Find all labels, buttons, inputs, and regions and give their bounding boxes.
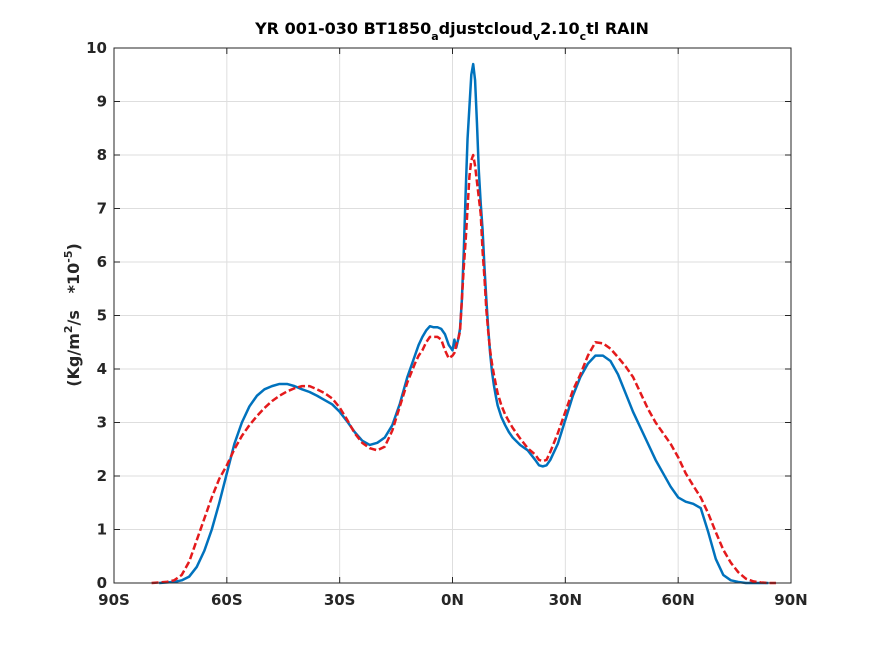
title-segment: djustcloud	[439, 19, 533, 38]
series-line-1	[159, 62, 769, 585]
chart-title: YR 001-030 BT1850adjustcloudv2.10ctl RAI…	[254, 19, 649, 43]
series-line-2	[151, 153, 776, 585]
ylabel-segment: /s *10	[64, 263, 83, 326]
y-tick-label: 7	[97, 200, 107, 218]
y-tick-label: 5	[97, 307, 107, 325]
ylabel-superscript: -5	[62, 251, 75, 263]
x-tick-label: 60S	[211, 591, 243, 609]
title-segment: tl RAIN	[586, 19, 649, 38]
x-tick-label: 30S	[324, 591, 356, 609]
title-subscript: v	[533, 30, 541, 43]
ylabel-segment: )	[64, 243, 83, 250]
y-tick-label: 8	[97, 146, 107, 164]
y-tick-label: 4	[97, 360, 107, 378]
y-axis-label: (Kg/m2/s *10-5)	[62, 243, 83, 387]
y-tick-label: 9	[97, 93, 107, 111]
title-subscript: c	[580, 30, 587, 43]
y-tick-label: 2	[97, 467, 107, 485]
axis-ticks: 90S 60S 30S 0N 30N 60N 90N 0 1 2 3 4 5 6 7 8 9 10	[86, 39, 808, 609]
x-tick-label: 0N	[441, 591, 464, 609]
x-tick-label: 60N	[661, 591, 694, 609]
x-tick-label: 30N	[549, 591, 582, 609]
x-tick-label: 90N	[774, 591, 807, 609]
title-segment: YR 001-030 BT1850	[254, 19, 431, 38]
y-tick-label: 1	[97, 521, 107, 539]
x-tick-label: 90S	[98, 591, 130, 609]
y-tick-label: 0	[97, 574, 107, 592]
ylabel-segment: (Kg/m	[64, 333, 83, 387]
y-tick-label: 6	[97, 253, 107, 271]
data-series	[151, 62, 776, 585]
title-subscript: a	[431, 30, 438, 43]
title-segment: 2.10	[540, 19, 579, 38]
y-tick-label: 3	[97, 414, 107, 432]
ylabel-superscript: 2	[62, 325, 75, 333]
y-tick-label: 10	[86, 39, 107, 57]
